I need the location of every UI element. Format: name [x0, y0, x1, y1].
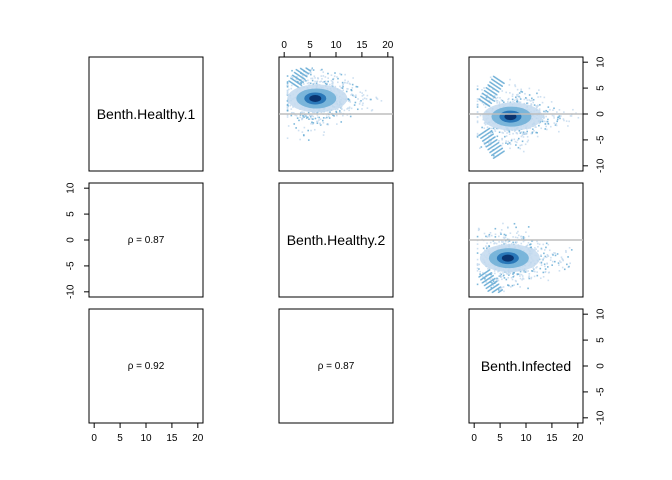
y-tick-label: -5 — [66, 261, 77, 270]
y-tick-label: 5 — [596, 85, 607, 91]
y-tick-label: -5 — [596, 135, 607, 144]
y-tick-label: -10 — [66, 284, 77, 299]
x-tick-label: 15 — [166, 433, 178, 444]
x-tick-label: 15 — [356, 40, 368, 51]
y-tick-label: 10 — [596, 308, 607, 320]
x-tick-label: 0 — [91, 433, 97, 444]
correlation-label: ρ = 0.87 — [128, 235, 165, 246]
axis-layer: 0 5 10 15 20 0 5 10 15 20 0 5 10 15 20 -10 -5 0 5 10 -10 -5 0 5… — [66, 40, 607, 444]
correlation-label: ρ = 0.87 — [318, 361, 355, 372]
y-tick-label: 5 — [596, 337, 607, 343]
x-tick-label: 15 — [546, 433, 558, 444]
x-tick-label: 0 — [281, 40, 287, 51]
y-tick-label: -5 — [596, 387, 607, 396]
x-tick-label: 5 — [307, 40, 313, 51]
x-tick-label: 10 — [520, 433, 532, 444]
y-tick-label: 0 — [596, 111, 607, 117]
variable-label: Benth.Healthy.1 — [97, 106, 196, 122]
x-tick-label: 20 — [382, 40, 394, 51]
panel-frame-r3-c2 — [278, 308, 394, 424]
x-tick-label: 0 — [471, 433, 477, 444]
x-tick-label: 10 — [330, 40, 342, 51]
density-layer — [286, 67, 580, 294]
y-tick-label: 0 — [596, 363, 607, 369]
y-tick-label: 5 — [66, 211, 77, 217]
panel-frame-r1-c1 — [88, 56, 204, 172]
x-tick-label: 5 — [497, 433, 503, 444]
density-cloud — [476, 222, 573, 294]
y-tick-label: -10 — [596, 158, 607, 173]
y-tick-label: 10 — [66, 182, 77, 194]
panel-frame-r2-c2 — [278, 182, 394, 298]
correlation-label: ρ = 0.92 — [128, 361, 165, 372]
variable-label: Benth.Healthy.2 — [287, 232, 386, 248]
x-tick-label: 20 — [192, 433, 204, 444]
y-tick-label: 10 — [596, 56, 607, 68]
y-tick-label: 0 — [66, 237, 77, 243]
x-tick-label: 5 — [117, 433, 123, 444]
x-tick-label: 10 — [140, 433, 152, 444]
variable-label: Benth.Infected — [481, 358, 571, 374]
density-cloud — [476, 75, 580, 159]
x-tick-label: 20 — [572, 433, 584, 444]
y-tick-label: -10 — [596, 410, 607, 425]
density-cloud — [286, 67, 383, 141]
